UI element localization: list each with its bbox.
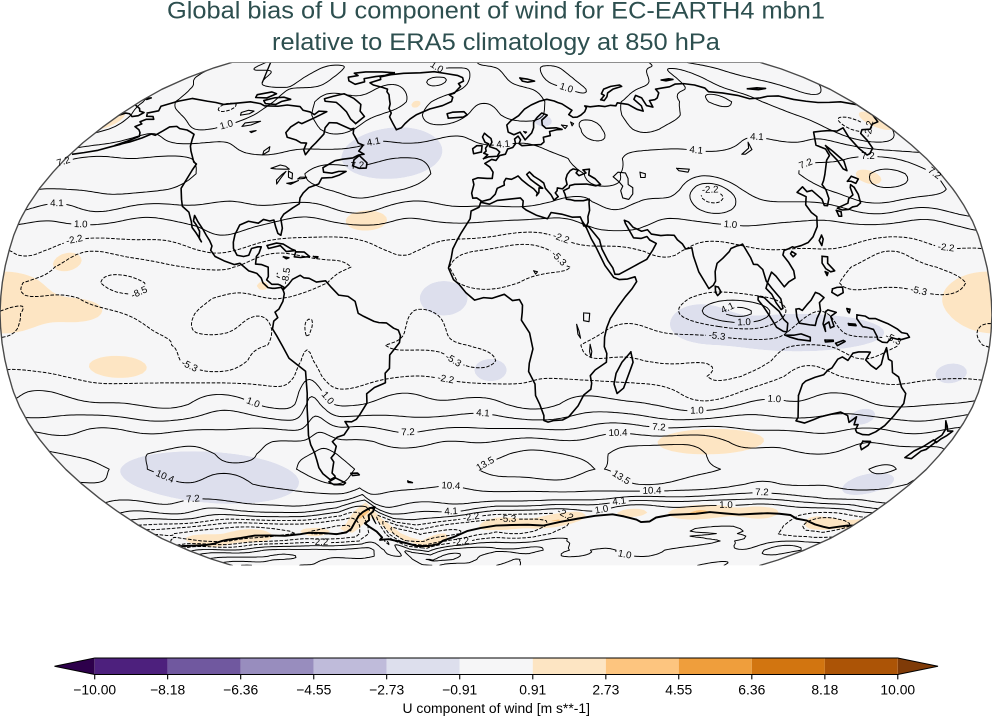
svg-text:7.2: 7.2 <box>861 151 875 162</box>
svg-text:10.4: 10.4 <box>608 428 628 439</box>
svg-text:10.4: 10.4 <box>643 486 663 497</box>
svg-text:7.2: 7.2 <box>56 155 72 170</box>
svg-text:1.0: 1.0 <box>723 219 738 231</box>
svg-text:4.1: 4.1 <box>612 495 627 508</box>
svg-text:2.73: 2.73 <box>592 681 619 697</box>
svg-text:−0.91: −0.91 <box>442 681 477 697</box>
svg-text:1.0: 1.0 <box>558 81 575 96</box>
svg-text:1.0: 1.0 <box>767 394 782 406</box>
svg-text:4.1: 4.1 <box>444 506 458 518</box>
svg-text:-5.3: -5.3 <box>909 284 928 298</box>
svg-text:Global bias of U component of: Global bias of U component of wind for E… <box>167 0 825 24</box>
svg-text:8.18: 8.18 <box>811 681 838 697</box>
svg-text:4.1: 4.1 <box>50 198 64 209</box>
svg-text:−10.00: −10.00 <box>73 681 116 697</box>
svg-text:1.0: 1.0 <box>737 317 751 328</box>
svg-text:1.0: 1.0 <box>74 219 89 231</box>
svg-text:-2.2: -2.2 <box>462 511 480 524</box>
svg-text:-2.2: -2.2 <box>551 231 570 247</box>
svg-text:10.4: 10.4 <box>441 480 461 492</box>
svg-text:-2.2: -2.2 <box>937 242 955 255</box>
svg-text:7.2: 7.2 <box>401 427 415 438</box>
svg-text:4.1: 4.1 <box>689 144 704 156</box>
svg-text:6.36: 6.36 <box>738 681 765 697</box>
svg-text:4.1: 4.1 <box>476 408 490 420</box>
svg-text:7.2: 7.2 <box>186 493 200 505</box>
svg-text:1.0: 1.0 <box>594 503 610 516</box>
svg-text:-8.5: -8.5 <box>280 267 293 285</box>
svg-text:1.0: 1.0 <box>219 118 236 132</box>
svg-text:-2.2: -2.2 <box>702 184 719 196</box>
svg-text:7.2: 7.2 <box>652 422 666 434</box>
svg-text:−8.18: −8.18 <box>150 681 185 697</box>
svg-text:1.0: 1.0 <box>245 395 262 410</box>
svg-text:4.1: 4.1 <box>719 301 736 317</box>
svg-text:4.1: 4.1 <box>366 136 381 149</box>
svg-text:U component of wind [m s**-1]: U component of wind [m s**-1] <box>403 700 590 716</box>
svg-text:1.0: 1.0 <box>690 405 704 416</box>
svg-text:−2.73: −2.73 <box>369 681 404 697</box>
svg-text:-2.2: -2.2 <box>311 537 328 548</box>
svg-text:-2.2: -2.2 <box>65 233 84 247</box>
svg-text:10.00: 10.00 <box>880 681 915 697</box>
svg-text:1.0: 1.0 <box>719 500 733 511</box>
svg-text:7.2: 7.2 <box>350 160 364 172</box>
svg-text:4.55: 4.55 <box>665 681 692 697</box>
svg-text:-5.3: -5.3 <box>499 514 516 525</box>
svg-text:4.1: 4.1 <box>496 139 510 151</box>
svg-text:−6.36: −6.36 <box>223 681 258 697</box>
svg-text:1.0: 1.0 <box>617 548 633 561</box>
svg-text:-2.2: -2.2 <box>452 536 470 549</box>
svg-text:-2.2: -2.2 <box>436 373 454 387</box>
svg-text:-5.3: -5.3 <box>708 330 726 343</box>
svg-text:4.1: 4.1 <box>750 132 764 144</box>
svg-text:7.2: 7.2 <box>755 487 769 498</box>
svg-text:7.2: 7.2 <box>798 157 815 172</box>
svg-text:-2.2: -2.2 <box>863 120 877 138</box>
svg-text:−4.55: −4.55 <box>296 681 331 697</box>
svg-text:relative to ERA5 climatology a: relative to ERA5 climatology at 850 hPa <box>272 30 721 56</box>
svg-text:0.91: 0.91 <box>519 681 546 697</box>
